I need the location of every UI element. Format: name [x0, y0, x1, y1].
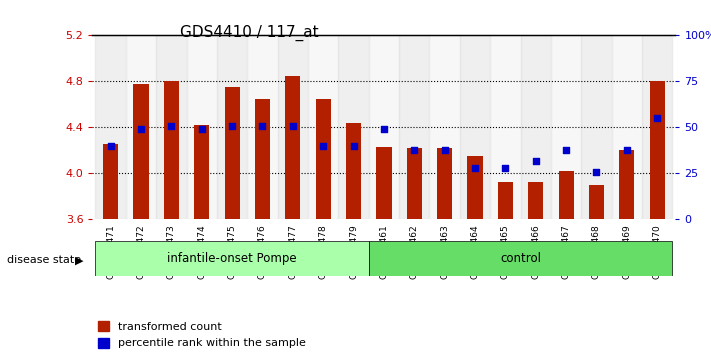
Bar — [156, 35, 186, 219]
Bar — [642, 35, 673, 219]
Bar — [95, 35, 126, 219]
Point — [621, 147, 633, 152]
Bar — [650, 81, 665, 219]
Point — [166, 123, 177, 129]
Bar — [528, 182, 543, 219]
Point — [196, 126, 208, 132]
Legend: transformed count, percentile rank within the sample: transformed count, percentile rank withi… — [98, 321, 306, 348]
Bar — [619, 150, 634, 219]
Point — [560, 147, 572, 152]
Bar — [217, 35, 247, 219]
Bar — [103, 143, 118, 219]
Bar — [255, 99, 270, 219]
Point — [318, 143, 329, 149]
Point — [348, 143, 359, 149]
Point — [226, 123, 237, 129]
Point — [651, 115, 663, 121]
Text: GDS4410 / 117_at: GDS4410 / 117_at — [180, 25, 318, 41]
Text: disease state: disease state — [7, 255, 81, 265]
Point — [469, 165, 481, 171]
Bar — [338, 35, 369, 219]
Bar — [134, 84, 149, 219]
Text: infantile-onset Pompe: infantile-onset Pompe — [167, 252, 297, 265]
Bar — [399, 35, 429, 219]
Point — [378, 126, 390, 132]
Point — [105, 143, 117, 149]
Bar — [186, 35, 217, 219]
Text: ▶: ▶ — [75, 255, 83, 265]
Bar — [164, 81, 179, 219]
Bar — [490, 35, 520, 219]
Text: control: control — [500, 252, 541, 265]
Bar — [551, 35, 582, 219]
FancyBboxPatch shape — [369, 241, 673, 276]
Point — [500, 165, 511, 171]
Bar — [460, 35, 490, 219]
Point — [287, 123, 299, 129]
FancyBboxPatch shape — [95, 241, 369, 276]
Point — [530, 158, 542, 164]
Point — [135, 126, 146, 132]
Bar — [467, 156, 483, 219]
Bar — [308, 35, 338, 219]
Bar — [225, 87, 240, 219]
Point — [591, 169, 602, 175]
Bar — [520, 35, 551, 219]
Point — [257, 123, 268, 129]
Bar — [346, 123, 361, 219]
Bar — [369, 35, 399, 219]
Bar — [611, 35, 642, 219]
Bar — [278, 35, 308, 219]
Bar — [437, 148, 452, 219]
Bar — [407, 148, 422, 219]
Bar — [498, 182, 513, 219]
Bar — [559, 171, 574, 219]
Point — [439, 147, 450, 152]
Bar — [285, 76, 301, 219]
Bar — [589, 185, 604, 219]
Bar — [582, 35, 611, 219]
Bar — [376, 147, 392, 219]
Bar — [126, 35, 156, 219]
Point — [409, 147, 420, 152]
Bar — [194, 125, 209, 219]
Bar — [429, 35, 460, 219]
Bar — [316, 99, 331, 219]
Bar — [247, 35, 278, 219]
